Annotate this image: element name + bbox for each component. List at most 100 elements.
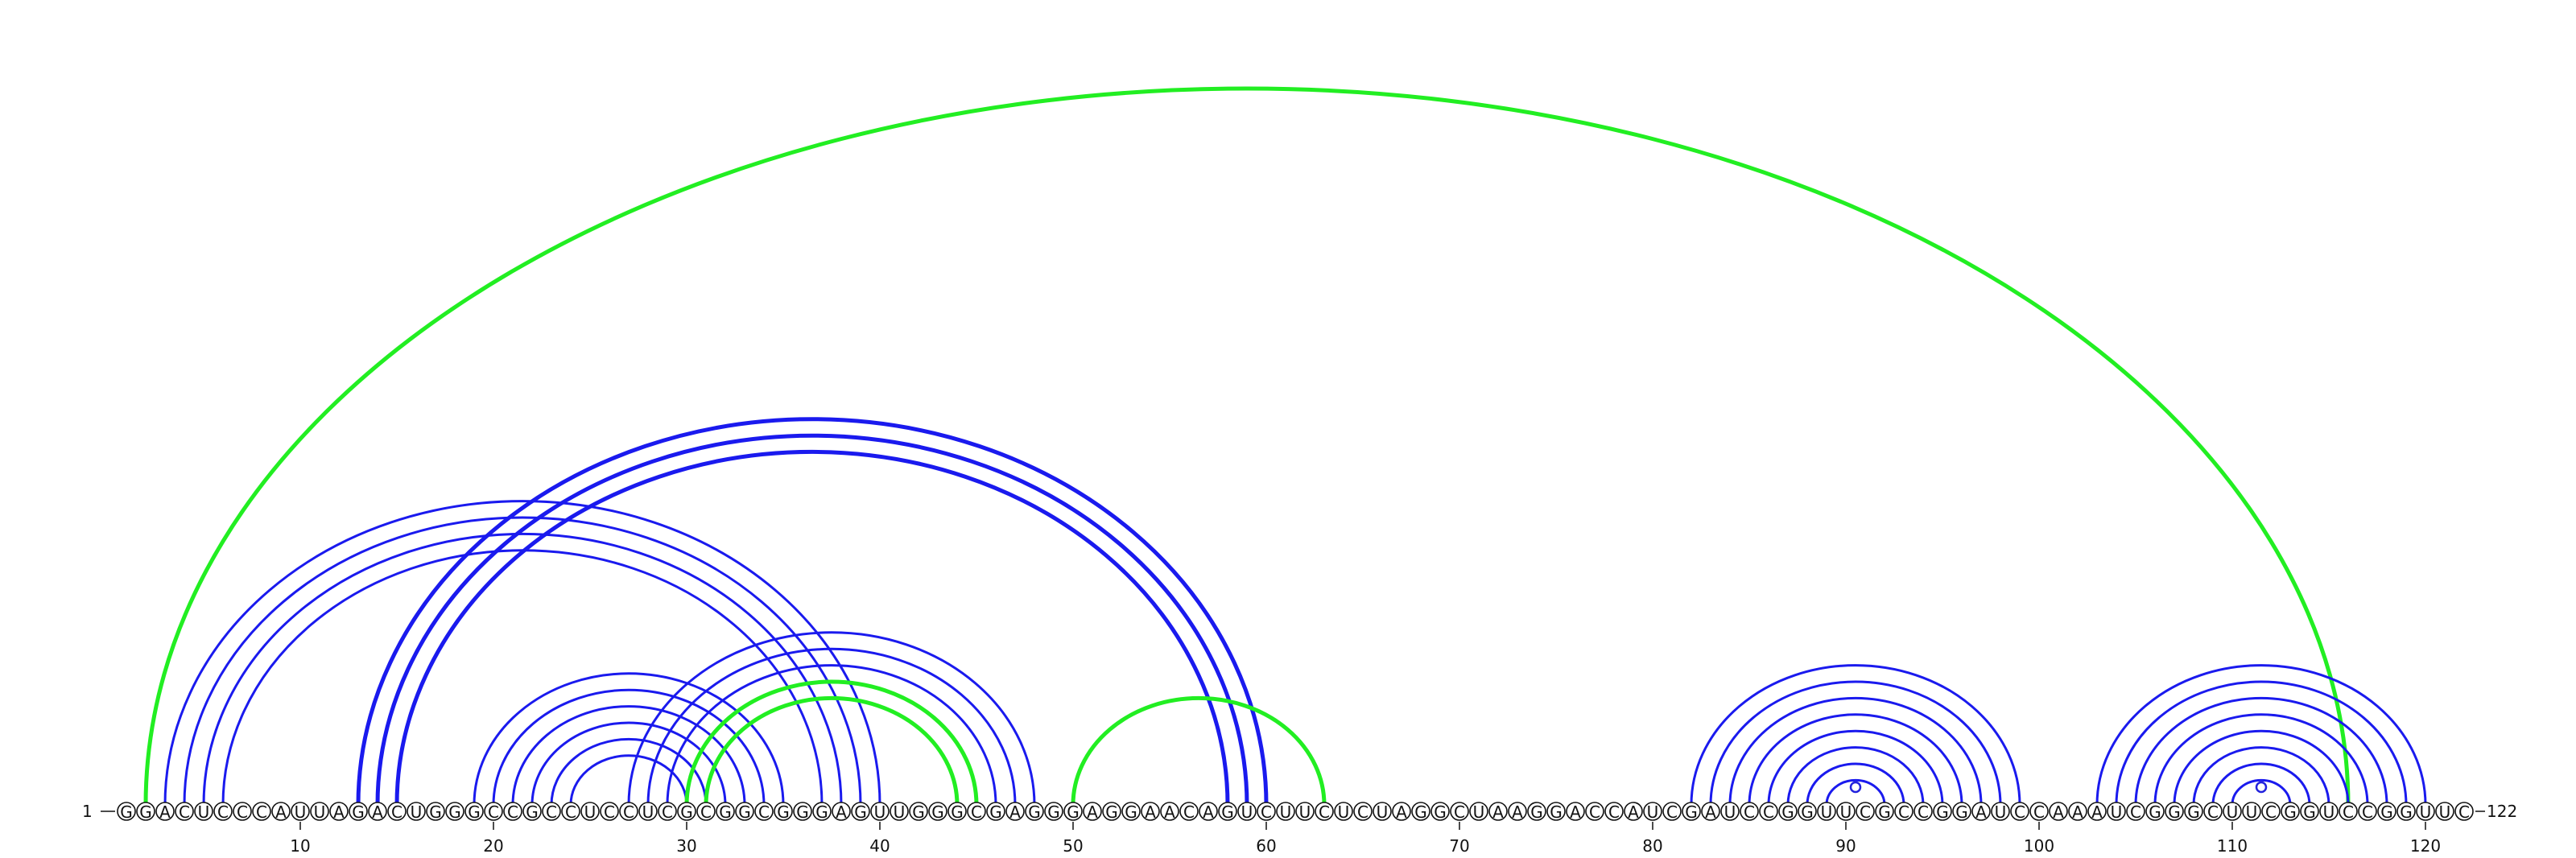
axis-tick-label: 80 xyxy=(1642,836,1662,856)
nucleotide-letter: C xyxy=(1763,802,1774,822)
nucleotide: G xyxy=(1933,802,1952,822)
nucleotide-letter: C xyxy=(1860,802,1871,822)
nucleotide-letter: G xyxy=(429,802,442,822)
nucleotide: C xyxy=(2358,802,2377,822)
nucleotide-letter: U xyxy=(894,802,906,822)
nucleotide-circle xyxy=(1971,802,1991,821)
nucleotide: G xyxy=(117,802,136,822)
nucleotide-circle xyxy=(1392,802,1411,821)
nucleotide-letter: G xyxy=(1434,802,1447,822)
nucleotide-letter: C xyxy=(2014,802,2025,822)
nucleotide-circle xyxy=(638,802,658,821)
nucleotide: A xyxy=(2068,802,2087,822)
nucleotide-letter: G xyxy=(1685,802,1698,822)
arc-108-115 xyxy=(2192,746,2330,806)
nucleotide-letter: C xyxy=(507,802,518,822)
nucleotide: A xyxy=(2049,802,2068,822)
nucleotide-circle xyxy=(1585,802,1604,821)
nucleotide-circle xyxy=(986,802,1005,821)
nucleotide-letter: C xyxy=(1454,802,1465,822)
nucleotide-letter: A xyxy=(1570,802,1581,822)
nucleotide: C xyxy=(967,802,986,822)
nucleotide-circle xyxy=(2358,802,2377,821)
nucleotide: C xyxy=(2126,802,2145,822)
nucleotide-letter: G xyxy=(1801,802,1814,822)
nucleotide: U xyxy=(1643,802,1662,822)
nucleotide-letter: C xyxy=(1261,802,1272,822)
loop-marker xyxy=(2255,781,2268,794)
arc-28-47 xyxy=(646,647,1017,806)
nucleotide: G xyxy=(716,802,735,822)
nucleotide-letter: C xyxy=(2362,802,2373,822)
nucleotide: A xyxy=(1508,802,1527,822)
nucleotide-letter: G xyxy=(2168,802,2181,822)
nucleotide-circle xyxy=(619,802,638,821)
nucleotide-circle xyxy=(368,802,387,821)
nucleotide-circle xyxy=(1759,802,1778,821)
nucleotide-letter: C xyxy=(1183,802,1195,822)
nucleotide: G xyxy=(464,802,484,822)
arc-107-116 xyxy=(2173,729,2350,806)
nucleotide-letter: C xyxy=(2130,802,2141,822)
nucleotide-letter: A xyxy=(1975,802,1987,822)
nucleotide-circle xyxy=(812,802,832,821)
nucleotide-letter: U xyxy=(295,802,307,822)
nucleotide: C xyxy=(213,802,233,822)
nucleotide: G xyxy=(136,802,155,822)
nucleotide-letter: G xyxy=(2303,802,2316,822)
nucleotide-circle xyxy=(1044,802,1063,821)
nucleotide-circle xyxy=(213,802,233,821)
nucleotide-letter: U xyxy=(874,802,886,822)
nucleotide-letter: C xyxy=(662,802,673,822)
axis-tick-label: 60 xyxy=(1256,836,1276,856)
nucleotide-circle xyxy=(155,802,175,821)
nucleotide: C xyxy=(2261,802,2281,822)
nucleotide-circle xyxy=(1662,802,1682,821)
nucleotide-circle xyxy=(1179,802,1199,821)
nucleotide-circle xyxy=(387,802,407,821)
nucleotide-letter: A xyxy=(2091,802,2103,822)
nucleotide-circle xyxy=(1160,802,1179,821)
nucleotide: G xyxy=(947,802,967,822)
nucleotide-circle xyxy=(2261,802,2281,821)
nucleotide-circle xyxy=(1276,802,1295,821)
nucleotide: G xyxy=(522,802,542,822)
nucleotide-letter: G xyxy=(139,802,152,822)
nucleotide-letter: C xyxy=(2033,802,2045,822)
nucleotide-circle xyxy=(1315,802,1334,821)
nucleotide-letter: G xyxy=(815,802,828,822)
axis-tick-label: 110 xyxy=(2217,836,2248,856)
arc-21-33 xyxy=(511,705,746,806)
nucleotide: G xyxy=(2396,802,2416,822)
nucleotide-letter: G xyxy=(854,802,867,822)
axis-tick-label: 50 xyxy=(1063,836,1083,856)
nucleotide-letter: G xyxy=(1028,802,1041,822)
nucleotide: C xyxy=(387,802,407,822)
nucleotide-letter: G xyxy=(951,802,964,822)
nucleotide: G xyxy=(1875,802,1894,822)
nucleotide: G xyxy=(2300,802,2319,822)
nucleotide: C xyxy=(1662,802,1682,822)
nucleotide-circle xyxy=(1430,802,1450,821)
arc-110-113 xyxy=(2231,778,2292,806)
nucleotide-letter: G xyxy=(1550,802,1563,822)
nucleotide-circle xyxy=(2087,802,2107,821)
nucleotide: G xyxy=(1527,802,1546,822)
nucleotide-letter: G xyxy=(1125,802,1137,822)
nucleotide-letter: G xyxy=(448,802,461,822)
nucleotide: U xyxy=(407,802,426,822)
nucleotide-circle xyxy=(2145,802,2165,821)
nucleotide: A xyxy=(271,802,291,822)
nucleotide-letter: G xyxy=(777,802,790,822)
nucleotide: G xyxy=(349,802,368,822)
nucleotide-circle xyxy=(1856,802,1875,821)
nucleotide-circle xyxy=(117,802,136,821)
nucleotide-circle xyxy=(928,802,947,821)
base-pair-arcs xyxy=(143,86,2427,806)
nucleotide-circle xyxy=(1063,802,1083,821)
nucleotide: C xyxy=(1913,802,1933,822)
position-axis: 10 20 30 40 50 60 70 80 90 100 110 120 xyxy=(290,822,2441,856)
arc-5-38 xyxy=(202,532,843,806)
nucleotide: G xyxy=(2281,802,2300,822)
nucleotide-letter: G xyxy=(2187,802,2200,822)
